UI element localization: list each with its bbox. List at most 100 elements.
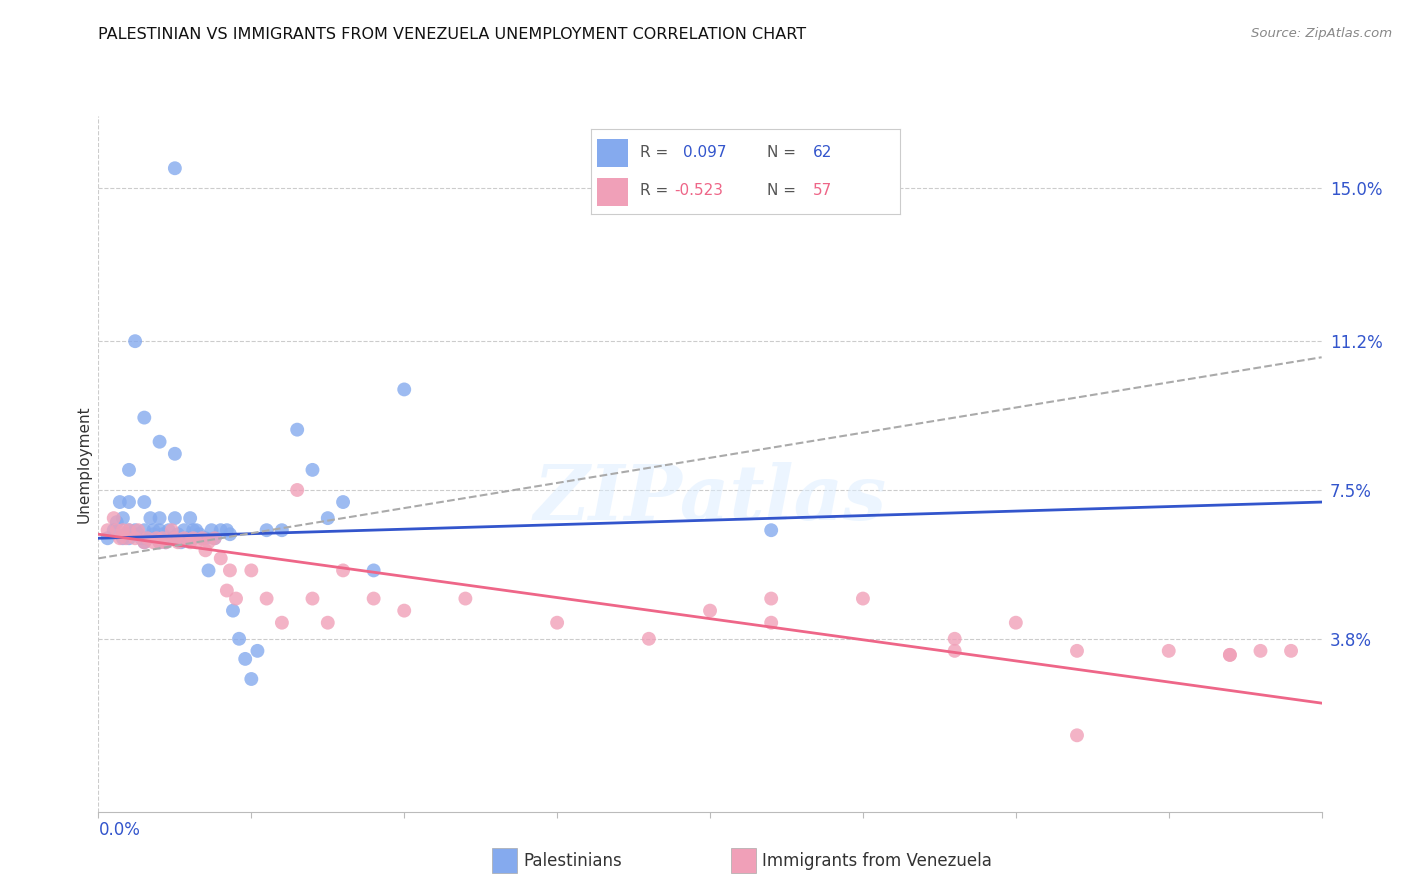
Point bbox=[546, 615, 568, 630]
Point bbox=[200, 523, 222, 537]
Point bbox=[256, 591, 278, 606]
Point bbox=[149, 535, 172, 549]
Point bbox=[167, 535, 190, 549]
Point bbox=[97, 531, 120, 545]
Point bbox=[163, 447, 186, 461]
Point bbox=[167, 527, 190, 541]
Point bbox=[118, 523, 141, 537]
Point bbox=[1219, 648, 1241, 662]
Point bbox=[392, 383, 416, 397]
Point bbox=[270, 615, 292, 630]
Point bbox=[943, 644, 966, 658]
Point bbox=[392, 604, 416, 618]
Point bbox=[134, 535, 156, 549]
Point bbox=[186, 523, 208, 537]
Point bbox=[191, 531, 214, 545]
Point bbox=[1219, 648, 1241, 662]
Text: 0.097: 0.097 bbox=[683, 145, 727, 161]
Point bbox=[155, 535, 177, 549]
Point bbox=[124, 523, 146, 537]
Point bbox=[285, 423, 308, 437]
Point bbox=[139, 511, 162, 525]
Point bbox=[118, 463, 141, 477]
Point bbox=[105, 523, 128, 537]
Point bbox=[186, 535, 208, 549]
Point bbox=[142, 535, 165, 549]
Point bbox=[115, 527, 138, 541]
Point bbox=[160, 523, 183, 537]
Text: ZIPatlas: ZIPatlas bbox=[533, 462, 887, 535]
Point bbox=[145, 531, 167, 545]
Point bbox=[219, 563, 242, 577]
Point bbox=[111, 523, 134, 537]
Point bbox=[163, 161, 186, 176]
Point bbox=[191, 531, 214, 545]
Text: 62: 62 bbox=[813, 145, 832, 161]
Text: N =: N = bbox=[766, 145, 800, 161]
Point bbox=[157, 523, 180, 537]
Point bbox=[222, 604, 245, 618]
Point bbox=[209, 523, 232, 537]
Point bbox=[363, 591, 385, 606]
Point bbox=[152, 527, 174, 541]
Point bbox=[127, 527, 149, 541]
Point bbox=[163, 531, 186, 545]
Point bbox=[134, 410, 156, 425]
Point bbox=[134, 535, 156, 549]
Point bbox=[194, 531, 217, 545]
Point bbox=[170, 535, 193, 549]
Text: N =: N = bbox=[766, 183, 800, 198]
Point bbox=[134, 495, 156, 509]
Point bbox=[179, 511, 201, 525]
Point bbox=[240, 563, 263, 577]
Text: R =: R = bbox=[640, 145, 678, 161]
Point bbox=[145, 531, 167, 545]
Point bbox=[111, 511, 134, 525]
Point bbox=[301, 591, 323, 606]
Text: Source: ZipAtlas.com: Source: ZipAtlas.com bbox=[1251, 27, 1392, 40]
Point bbox=[228, 632, 250, 646]
Bar bbox=[731, 848, 756, 873]
Point bbox=[852, 591, 875, 606]
Point bbox=[219, 527, 242, 541]
Point bbox=[129, 531, 152, 545]
Point bbox=[163, 531, 186, 545]
Point bbox=[225, 591, 247, 606]
Point bbox=[111, 531, 134, 545]
Point bbox=[215, 523, 238, 537]
Point bbox=[142, 527, 165, 541]
Point bbox=[127, 523, 149, 537]
Point bbox=[118, 495, 141, 509]
Point bbox=[181, 523, 204, 537]
Point bbox=[188, 527, 211, 541]
Point bbox=[246, 644, 269, 658]
Point bbox=[197, 535, 219, 549]
Point bbox=[316, 511, 339, 525]
Point bbox=[149, 523, 172, 537]
Point bbox=[699, 604, 721, 618]
Point bbox=[118, 523, 141, 537]
Point bbox=[118, 531, 141, 545]
Point bbox=[103, 523, 125, 537]
Point bbox=[759, 615, 782, 630]
Point bbox=[454, 591, 477, 606]
Point bbox=[194, 543, 217, 558]
Point bbox=[204, 531, 226, 545]
Text: 0.0%: 0.0% bbox=[98, 821, 141, 838]
Point bbox=[136, 531, 159, 545]
Point bbox=[637, 632, 661, 646]
Point bbox=[103, 511, 125, 525]
Point bbox=[270, 523, 292, 537]
Point bbox=[1279, 644, 1302, 658]
Point bbox=[1066, 728, 1088, 742]
Point bbox=[149, 511, 172, 525]
Bar bbox=[492, 848, 517, 873]
Point bbox=[240, 672, 263, 686]
Point bbox=[105, 515, 128, 529]
Point bbox=[943, 632, 966, 646]
Point bbox=[1004, 615, 1026, 630]
Point bbox=[759, 591, 782, 606]
Point bbox=[136, 531, 159, 545]
Point bbox=[215, 583, 238, 598]
Text: Immigrants from Venezuela: Immigrants from Venezuela bbox=[762, 852, 991, 870]
